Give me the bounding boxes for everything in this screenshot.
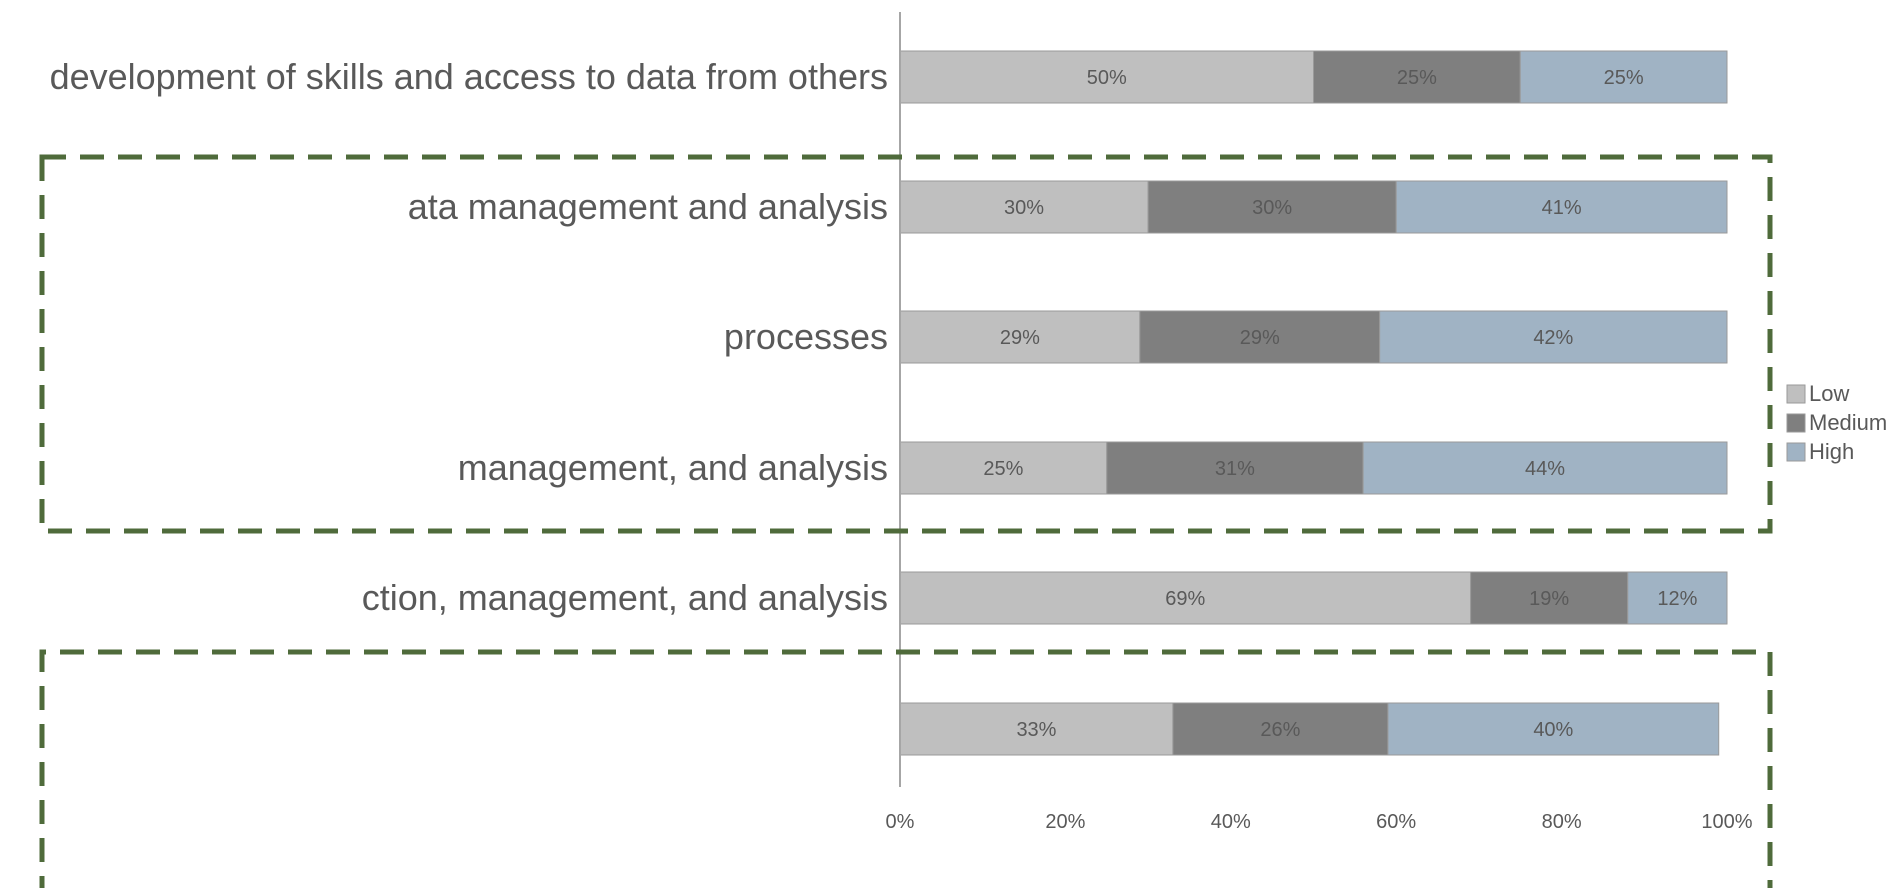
data-label: 42% (1533, 327, 1573, 349)
data-label: 29% (1000, 327, 1040, 349)
data-label: 33% (1016, 719, 1056, 741)
category-label: processes (724, 316, 888, 357)
annotations (39, 154, 1773, 888)
data-label: 31% (1215, 458, 1255, 480)
category-label: development of skills and access to data… (50, 56, 888, 97)
x-tick-label: 40% (1211, 811, 1251, 833)
bar-segment-high (1519, 50, 1728, 104)
bar-segment-high (1362, 441, 1728, 495)
annotation-box-top (39, 154, 1773, 534)
x-tick-label: 100% (1701, 811, 1752, 833)
data-label: 44% (1525, 458, 1565, 480)
data-label: 41% (1542, 197, 1582, 219)
annotation-box-bottom (39, 649, 1773, 888)
x-tick-label: 20% (1045, 811, 1085, 833)
x-tick-label: 0% (886, 811, 915, 833)
bar-segment-medium (1106, 441, 1364, 495)
bar-segment-medium (1470, 571, 1629, 625)
bar-segment-low (899, 441, 1108, 495)
data-label: 26% (1260, 719, 1300, 741)
data-label: 50% (1087, 67, 1127, 89)
data-label: 40% (1533, 719, 1573, 741)
data-label: 69% (1165, 588, 1205, 610)
x-tick-label: 80% (1542, 811, 1582, 833)
bar-segment-high (1379, 310, 1728, 364)
data-label: 25% (1397, 67, 1437, 89)
bar-segment-low (899, 50, 1314, 104)
data-label: 29% (1240, 327, 1280, 349)
category-label: ata management and analysis (408, 186, 888, 227)
data-label: 12% (1657, 588, 1697, 610)
bar-segment-high (1395, 180, 1728, 234)
data-label: 25% (1604, 67, 1644, 89)
bar-segment-low (899, 310, 1141, 364)
bar-segment-high (1387, 702, 1720, 756)
legend-label-medium: Medium (1809, 410, 1887, 435)
legend-swatch-medium (1786, 413, 1806, 433)
data-label: 30% (1004, 197, 1044, 219)
category-labels: development of skills and access to data… (50, 56, 888, 618)
bars: 50% 25% 25% 30% 30% 41% 29% 29% 42% 25% 31% 44% 69% 1… (899, 50, 1728, 756)
data-label: 19% (1529, 588, 1569, 610)
bar-segment-medium (1147, 180, 1397, 234)
bar-segment-low (899, 180, 1149, 234)
legend-swatch-low (1786, 384, 1806, 404)
bar-segment-medium (1313, 50, 1521, 104)
category-label: ction, management, and analysis (362, 577, 888, 618)
legend: Low Medium High (1786, 381, 1887, 464)
x-axis: 0% 20% 40% 60% 80% 100% (886, 12, 1753, 833)
bar-segment-medium (1139, 310, 1381, 364)
bar-segment-high (1627, 571, 1728, 625)
data-label: 25% (983, 458, 1023, 480)
x-tick-label: 60% (1376, 811, 1416, 833)
legend-label-high: High (1809, 439, 1854, 464)
bar-segment-medium (1172, 702, 1389, 756)
legend-label-low: Low (1809, 381, 1849, 406)
category-label: management, and analysis (458, 447, 888, 488)
data-label: 30% (1252, 197, 1292, 219)
legend-swatch-high (1786, 442, 1806, 462)
bar-segment-low (899, 571, 1472, 625)
